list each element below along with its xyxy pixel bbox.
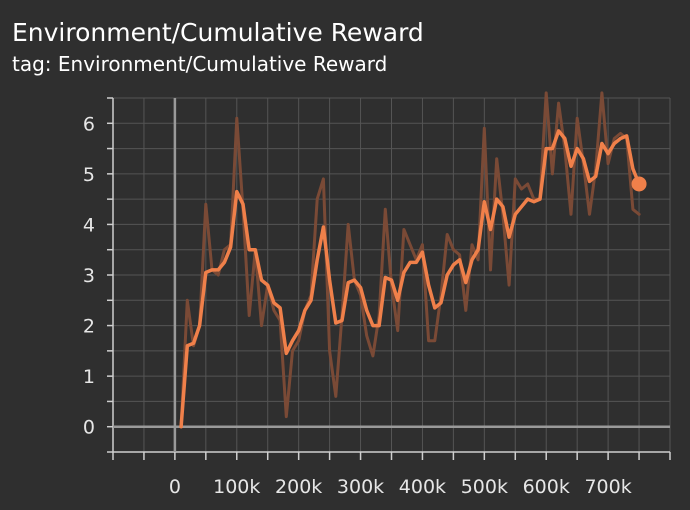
chart-title: Environment/Cumulative Reward (12, 18, 424, 47)
x-tick-label: 500k (461, 476, 508, 498)
x-tick-label: 200k (275, 476, 322, 498)
x-tick-label: 100k (213, 476, 260, 498)
y-tick-label: 2 (83, 316, 95, 338)
y-tick-label: 0 (83, 417, 95, 439)
x-tick-label: 300k (337, 476, 384, 498)
y-tick-label: 5 (83, 164, 95, 186)
tick-labels: 0 1 2 3 4 5 6 0 100k 200k 300k 400k 500k 600k 700k (83, 113, 632, 498)
last-point-dot[interactable] (631, 176, 647, 192)
y-tick-label: 1 (83, 366, 95, 388)
x-tick-label: 700k (584, 476, 631, 498)
chart-tag: tag: Environment/Cumulative Reward (12, 52, 388, 76)
last-point-marker (631, 176, 647, 192)
x-tick-label: 600k (523, 476, 570, 498)
x-tick-label: 400k (399, 476, 446, 498)
y-tick-label: 4 (83, 214, 95, 236)
series-lines (179, 91, 641, 429)
y-tick-label: 6 (83, 113, 95, 135)
smoothed-series-line[interactable] (179, 129, 641, 429)
y-tick-label: 3 (83, 265, 95, 287)
x-tick-label: 0 (169, 476, 181, 498)
axes (107, 97, 671, 460)
